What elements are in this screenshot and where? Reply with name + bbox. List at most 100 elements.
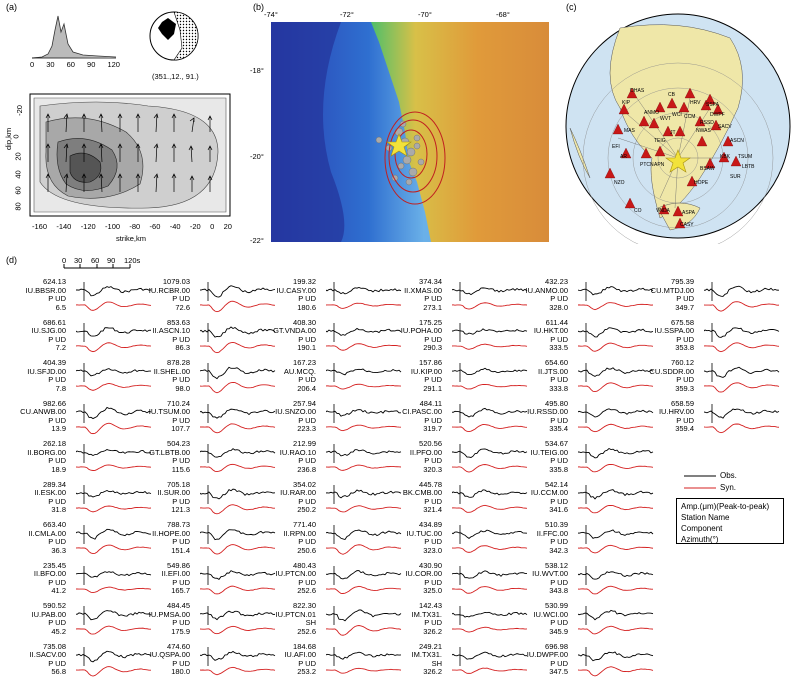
synthetic-waveform xyxy=(200,463,276,473)
station-comp: P UD xyxy=(550,496,568,506)
station-map-label: PTCN xyxy=(640,162,654,168)
station-az: 45.2 xyxy=(51,626,66,636)
station-az: 320.3 xyxy=(423,464,442,474)
synthetic-waveform xyxy=(326,383,402,390)
station-az: 273.1 xyxy=(423,302,442,312)
legend-line: Amp.(μm)(Peak-to-peak) xyxy=(681,502,770,511)
synthetic-waveform xyxy=(452,383,528,390)
station-comp: P UD xyxy=(424,456,442,466)
station-comp: P UD xyxy=(298,415,316,425)
station-comp: P UD xyxy=(48,375,66,385)
station-comp: P UD xyxy=(48,618,66,628)
station-amp: 434.89 xyxy=(419,520,442,529)
station-label: 408.30 GT.VNDA.00 P UD 190.1 xyxy=(258,317,316,353)
station-az: 7.2 xyxy=(55,343,66,353)
observed-waveform xyxy=(200,529,276,541)
observed-waveform xyxy=(578,286,654,296)
station-amp: 408.30 xyxy=(293,317,316,327)
waveform-pair xyxy=(200,565,276,594)
station-label: 354.02 IU.RAR.00 P UD 250.2 xyxy=(258,480,316,515)
station-name: IU.RAO.10 xyxy=(279,447,316,457)
histogram-tick: 60 xyxy=(66,60,75,69)
station-amp: 484.11 xyxy=(419,398,442,408)
slip-rate-histogram xyxy=(31,15,117,59)
waveform-pair xyxy=(200,606,276,635)
waveform-pair xyxy=(200,282,276,313)
synthetic-waveform xyxy=(578,382,654,393)
station-comp: P UD xyxy=(424,334,442,344)
panel-label-b: (b) xyxy=(253,2,264,12)
station-az: 223.3 xyxy=(297,424,316,434)
label-format-legend: Amp.(μm)(Peak-to-peak) Station Name Comp… xyxy=(676,498,784,544)
legend-line: Component xyxy=(681,524,723,533)
station-name: IU.CCM.00 xyxy=(530,488,568,498)
observed-waveform xyxy=(452,448,528,458)
station-amp: 495.80 xyxy=(545,398,568,408)
station-az: 335.8 xyxy=(549,464,568,474)
station-name: II.SUR.00 xyxy=(157,488,190,498)
station-az: 325.0 xyxy=(423,586,442,596)
observed-waveform xyxy=(578,407,654,418)
synthetic-waveform xyxy=(76,665,152,676)
station-az: 18.9 xyxy=(51,464,66,474)
station-amp: 590.52 xyxy=(43,601,66,610)
station-az: 7.8 xyxy=(55,383,66,393)
waveform-pair xyxy=(76,444,152,471)
waveform-pair xyxy=(326,403,402,431)
synthetic-waveform xyxy=(704,341,780,352)
station-amp: 538.12 xyxy=(545,560,568,570)
station-comp: P UD xyxy=(676,334,694,344)
station-name: CU.ANWB.00 xyxy=(20,407,66,417)
station-amp: 735.08 xyxy=(43,641,66,651)
station-az: 98.0 xyxy=(175,383,190,393)
observed-waveform xyxy=(76,489,152,497)
station-comp: P UD xyxy=(298,294,316,304)
station-map-label: CO xyxy=(634,208,642,214)
station-comp: P UD xyxy=(550,537,568,547)
observed-waveform xyxy=(200,610,276,621)
waveform-pair xyxy=(452,403,528,432)
observed-waveform xyxy=(578,570,654,580)
station-az: 326.2 xyxy=(423,626,442,636)
station-az: 236.8 xyxy=(297,464,316,474)
station-name: IU.WCI.00 xyxy=(533,609,568,619)
waveform-legend-lines xyxy=(684,475,716,489)
station-label: 142.43 IM.TX31. P UD 326.2 xyxy=(384,601,442,636)
station-comp: P UD xyxy=(172,658,190,668)
station-comp: P UD xyxy=(424,375,442,385)
station-amp: 374.34 xyxy=(419,277,442,286)
station-name: GT.VNDA.00 xyxy=(273,326,316,336)
waveform-pair xyxy=(326,606,402,636)
station-label: 480.43 IU.PTCN.00 P UD 252.6 xyxy=(258,561,316,596)
station-map-label: CASY xyxy=(680,222,694,228)
station-name: IU.TUC.00 xyxy=(406,528,442,538)
station-label: 445.78 BK.CMB.00 P UD 321.4 xyxy=(384,480,442,515)
station-label: 663.40 II.CMLA.00 P UD 36.3 xyxy=(8,520,66,555)
time-scale-ticks: 0 30 60 90 120s xyxy=(62,256,148,266)
waveform-pair xyxy=(200,484,276,514)
synthetic-waveform xyxy=(704,382,780,393)
synthetic-waveform xyxy=(326,504,402,512)
station-label: 760.12 CU.SDDR.00 P UD 359.3 xyxy=(636,358,694,393)
histogram-tick: 120 xyxy=(107,60,120,69)
station-amp: 788.73 xyxy=(167,520,190,529)
station-az: 321.4 xyxy=(423,505,442,515)
observed-waveform xyxy=(452,407,528,418)
station-az: 180.0 xyxy=(171,667,190,677)
panel-a-x-ticks: -160 -140 -120 -100 -80 -60 -40 -20 0 20 xyxy=(32,222,232,231)
station-comp: P UD xyxy=(424,618,442,628)
station-amp: 520.56 xyxy=(419,439,442,448)
station-map-label: SACV xyxy=(718,124,732,130)
station-name: II.PFO.00 xyxy=(409,447,442,457)
station-comp: P UD xyxy=(550,456,568,466)
station-amp: 530.99 xyxy=(545,601,568,610)
observed-waveform xyxy=(76,650,152,662)
station-amp: 795.39 xyxy=(671,277,694,286)
focal-mechanism-beachball xyxy=(149,11,199,61)
station-label: 430.90 IU.COR.00 P UD 325.0 xyxy=(384,561,442,596)
waveform-pair xyxy=(578,565,654,594)
station-az: 253.2 xyxy=(297,667,316,677)
station-az: 250.6 xyxy=(297,545,316,555)
waveform-pair xyxy=(326,484,402,512)
station-comp: P UD xyxy=(48,496,66,506)
